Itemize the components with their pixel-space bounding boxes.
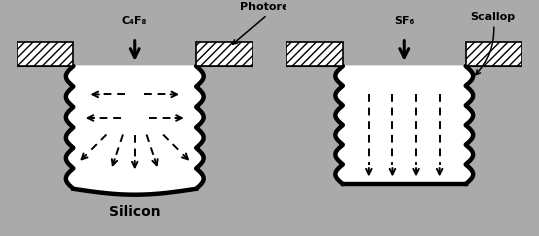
Polygon shape (335, 66, 473, 184)
Text: Scallop: Scallop (471, 12, 515, 75)
Bar (466, 42, 522, 66)
Text: Silicon: Silicon (109, 205, 161, 219)
Text: C₄F₈: C₄F₈ (122, 16, 148, 26)
Bar (196, 42, 253, 66)
Text: SF₆: SF₆ (394, 16, 414, 26)
Bar (286, 42, 343, 66)
Polygon shape (66, 66, 204, 195)
Bar (17, 42, 73, 66)
Text: Photoresist: Photoresist (232, 2, 312, 44)
